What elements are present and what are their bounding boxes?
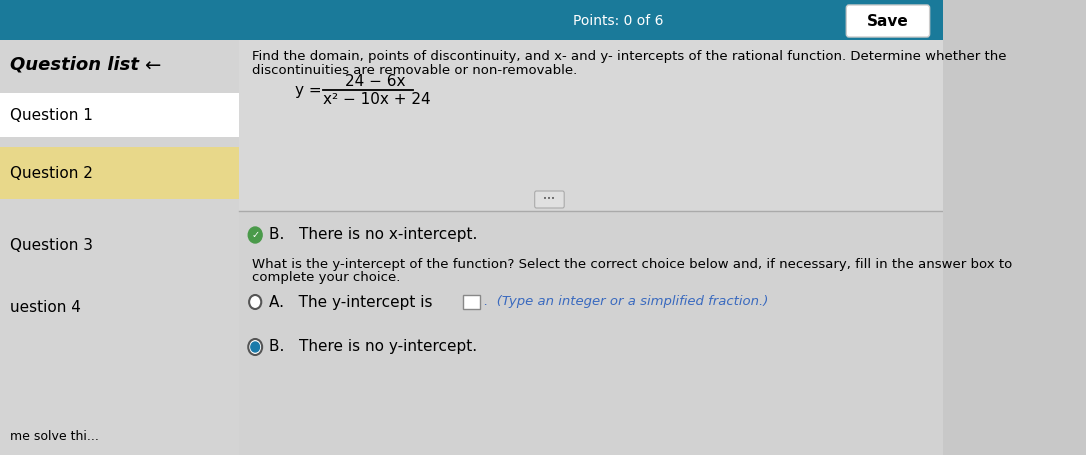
Bar (0, 40, 239, 455)
Text: .  (Type an integer or a simplified fraction.): . (Type an integer or a simplified fract… (484, 295, 769, 308)
Bar (0, 147, 239, 199)
Text: Question 2: Question 2 (11, 166, 93, 181)
Bar (463, 295, 480, 309)
Circle shape (249, 339, 262, 355)
Text: Question 1: Question 1 (11, 107, 93, 122)
Text: x² − 10x + 24: x² − 10x + 24 (323, 92, 430, 107)
Circle shape (249, 295, 262, 309)
Text: Question 3: Question 3 (11, 238, 93, 253)
FancyBboxPatch shape (846, 5, 930, 37)
Text: ✓: ✓ (251, 230, 260, 240)
Bar (239, 40, 943, 455)
Text: B.   There is no y-intercept.: B. There is no y-intercept. (269, 339, 477, 354)
Circle shape (249, 227, 262, 243)
Text: Question list: Question list (11, 55, 139, 73)
Bar (0, 0, 943, 40)
Text: $\leftarrow$: $\leftarrow$ (140, 55, 162, 74)
Bar (0, 93, 239, 137)
Text: uestion 4: uestion 4 (11, 299, 81, 314)
Text: discontinuities are removable or non-removable.: discontinuities are removable or non-rem… (252, 64, 577, 77)
FancyBboxPatch shape (534, 191, 565, 208)
Text: 24 − 6x: 24 − 6x (345, 74, 406, 89)
Text: complete your choice.: complete your choice. (252, 271, 400, 284)
Text: A.   The y-intercept is: A. The y-intercept is (269, 294, 432, 309)
Text: Find the domain, points of discontinuity, and x- and y- intercepts of the ration: Find the domain, points of discontinuity… (252, 50, 1007, 63)
Text: Save: Save (867, 14, 909, 29)
Text: What is the y-intercept of the function? Select the correct choice below and, if: What is the y-intercept of the function?… (252, 258, 1012, 271)
Text: •••: ••• (543, 196, 555, 202)
Text: y =: y = (295, 82, 321, 97)
Text: Points: 0 of 6: Points: 0 of 6 (573, 14, 664, 28)
Bar (239, 40, 943, 212)
Circle shape (251, 342, 260, 352)
Text: me solve thi...: me solve thi... (11, 430, 99, 444)
Bar (239, 211, 943, 455)
Text: B.   There is no x-intercept.: B. There is no x-intercept. (269, 228, 478, 243)
